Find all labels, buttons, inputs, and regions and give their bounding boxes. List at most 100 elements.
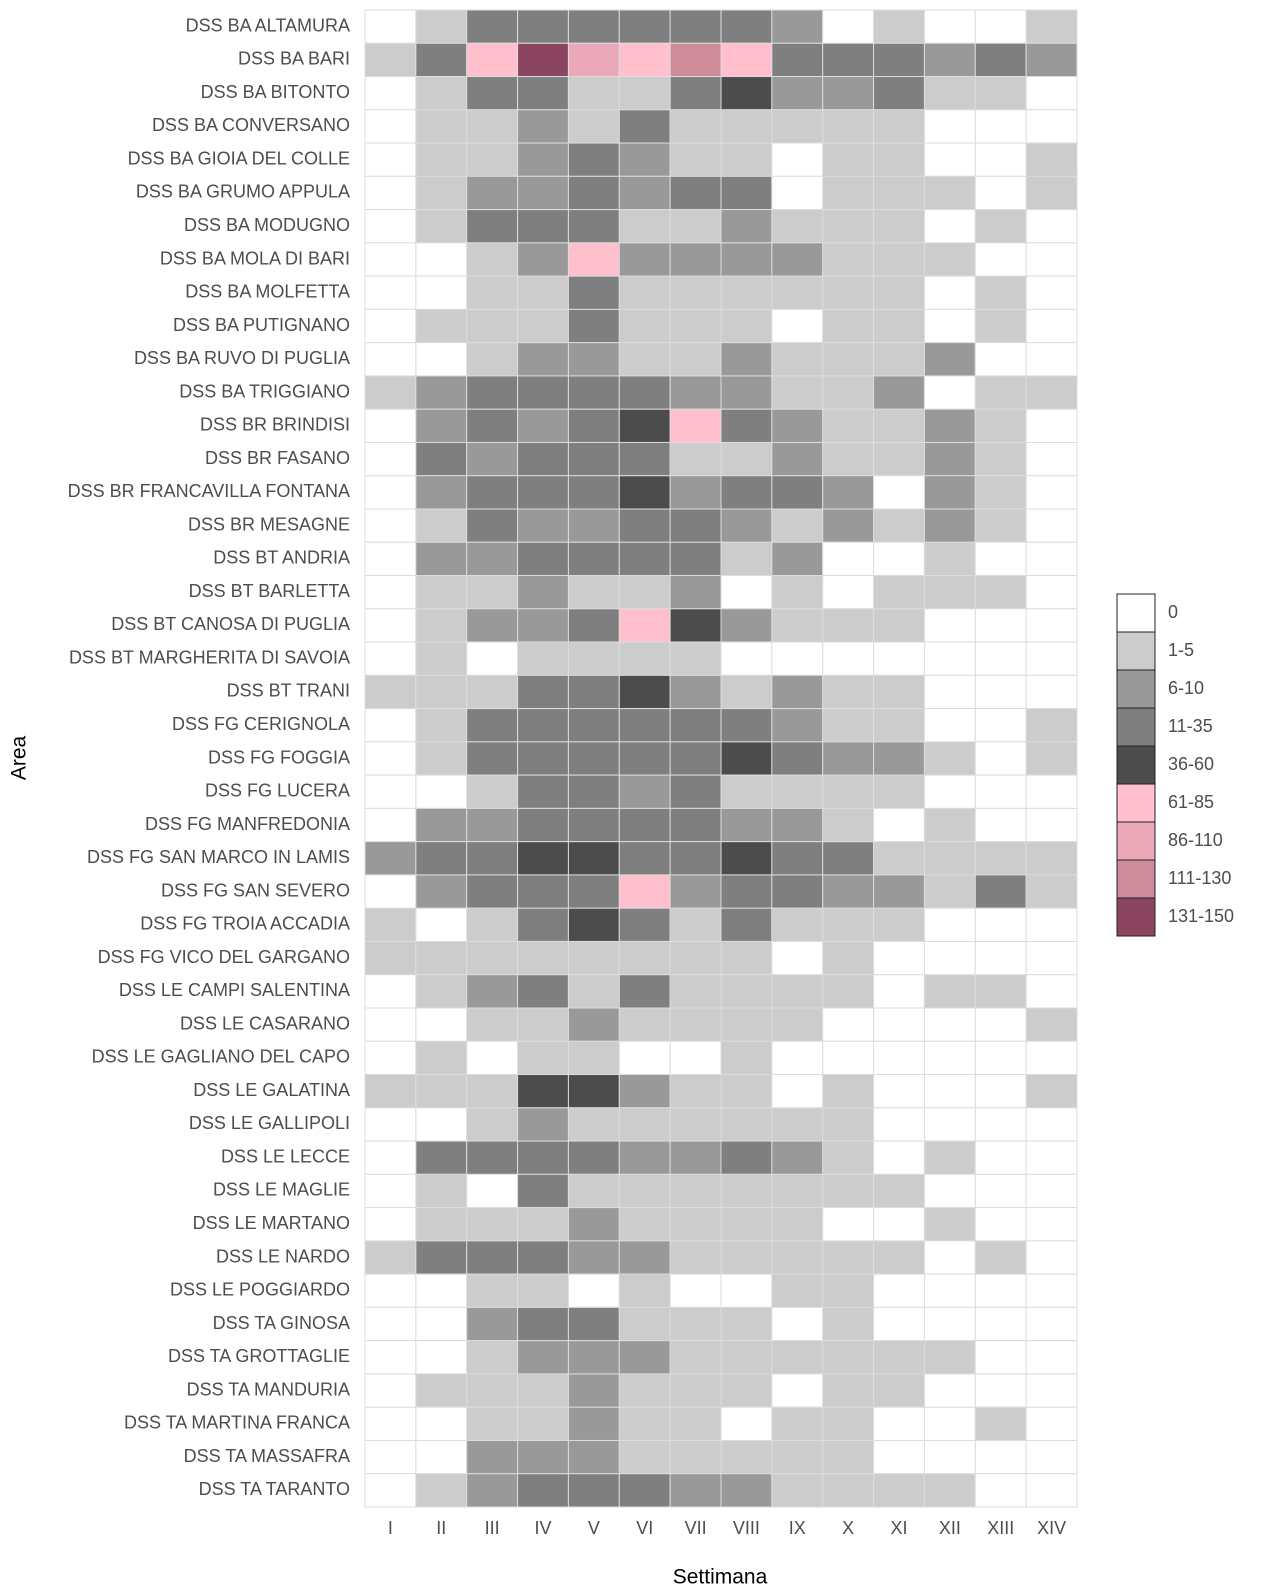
heatmap-cell xyxy=(923,1140,976,1175)
heatmap-cell xyxy=(974,1107,1027,1142)
heatmap-cell xyxy=(669,1340,722,1375)
heatmap-cell xyxy=(923,1306,976,1342)
heatmap-cell xyxy=(923,508,976,543)
heatmap-cell xyxy=(822,441,875,477)
heatmap-cell xyxy=(1025,1273,1078,1308)
heatmap-cell xyxy=(669,42,722,78)
heatmap-cell xyxy=(517,575,569,610)
heatmap-cell xyxy=(923,42,976,78)
heatmap-cell xyxy=(669,1439,722,1475)
heatmap-cell xyxy=(1025,1107,1078,1142)
y-tick-label: DSS BA MOLA DI BARI xyxy=(160,248,350,268)
heatmap-cell xyxy=(873,1107,925,1142)
heatmap-cell xyxy=(618,741,671,776)
x-tick-label: V xyxy=(588,1518,600,1538)
heatmap-cell xyxy=(974,907,1027,942)
y-tick-label: DSS BA TRIGGIANO xyxy=(179,381,350,401)
heatmap-cell xyxy=(669,142,722,177)
heatmap-cell xyxy=(466,275,519,310)
heatmap-cell xyxy=(1025,275,1078,310)
heatmap-cell xyxy=(517,541,569,577)
heatmap-cell xyxy=(618,1373,671,1408)
y-tick-label: DSS LE GALATINA xyxy=(193,1080,350,1100)
y-tick-label: DSS BA PUTIGNANO xyxy=(173,315,350,335)
heatmap-cell xyxy=(517,940,569,976)
heatmap-cell xyxy=(923,142,976,177)
heatmap-cell xyxy=(466,907,519,942)
heatmap-cell xyxy=(466,1273,519,1308)
heatmap-cell xyxy=(517,308,569,344)
heatmap-cell xyxy=(618,1140,671,1175)
heatmap-cell xyxy=(415,242,468,277)
heatmap-cell xyxy=(822,608,875,643)
heatmap-cell xyxy=(822,1306,875,1342)
heatmap-cell xyxy=(466,940,519,976)
heatmap-cell xyxy=(466,1207,519,1242)
heatmap-cell xyxy=(517,774,569,809)
heatmap-cell xyxy=(822,940,875,976)
heatmap-cell xyxy=(618,1173,671,1209)
heatmap-cell xyxy=(873,1207,925,1242)
heatmap-cell xyxy=(364,674,417,710)
heatmap-cell xyxy=(771,1173,824,1209)
heatmap-cell xyxy=(415,1373,468,1408)
heatmap-cell xyxy=(822,275,875,310)
heatmap-cell xyxy=(669,774,722,809)
heatmap-cell xyxy=(771,275,824,310)
heatmap-cell xyxy=(873,9,925,44)
y-tick-label: DSS BT ANDRIA xyxy=(213,548,350,568)
heatmap-cell xyxy=(974,275,1027,310)
heatmap-cell xyxy=(466,608,519,643)
heatmap-cell xyxy=(415,1473,468,1508)
heatmap-cell xyxy=(720,1240,773,1275)
heatmap-cell xyxy=(517,1207,569,1242)
heatmap-cell xyxy=(466,508,519,543)
heatmap-cell xyxy=(720,641,773,676)
heatmap-cell xyxy=(618,1406,671,1441)
heatmap-cell xyxy=(720,275,773,310)
heatmap-cell xyxy=(720,308,773,344)
heatmap-cell xyxy=(1025,774,1078,809)
heatmap-cell xyxy=(923,641,976,676)
legend-key xyxy=(1116,631,1156,671)
heatmap-cell xyxy=(771,575,824,610)
heatmap-cell xyxy=(364,1406,417,1441)
heatmap-cell xyxy=(1025,541,1078,577)
heatmap-cell xyxy=(720,508,773,543)
heatmap-cell xyxy=(567,1007,620,1042)
heatmap-cell xyxy=(720,841,773,876)
heatmap-cell xyxy=(364,1340,417,1375)
heatmap-cell xyxy=(1025,508,1078,543)
heatmap-cell xyxy=(364,907,417,942)
y-tick-label: DSS LE CASARANO xyxy=(180,1013,350,1033)
legend-label: 61-85 xyxy=(1168,792,1214,812)
heatmap-cell xyxy=(567,1207,620,1242)
heatmap-cell xyxy=(466,575,519,610)
y-tick-label: DSS FG LUCERA xyxy=(205,781,350,801)
heatmap-cell xyxy=(567,308,620,344)
heatmap-cell xyxy=(364,1173,417,1209)
heatmap-cell xyxy=(415,1340,468,1375)
heatmap-cell xyxy=(415,1240,468,1275)
heatmap-cell xyxy=(771,940,824,976)
heatmap-cell xyxy=(517,1340,569,1375)
heatmap-cell xyxy=(567,841,620,876)
heatmap-cell xyxy=(567,342,620,377)
heatmap-cell xyxy=(517,475,569,510)
heatmap-cell xyxy=(771,42,824,78)
heatmap-cell xyxy=(517,1473,569,1508)
heatmap-cell xyxy=(517,242,569,277)
heatmap-cell xyxy=(1025,874,1078,909)
heatmap-cell xyxy=(415,774,468,809)
heatmap-cell xyxy=(771,1473,824,1508)
heatmap-cell xyxy=(771,641,824,676)
heatmap-cell xyxy=(720,674,773,710)
heatmap-cell xyxy=(720,807,773,843)
heatmap-cell xyxy=(618,1074,671,1109)
heatmap-cell xyxy=(1025,441,1078,477)
heatmap-cell xyxy=(1025,9,1078,44)
heatmap-cell xyxy=(466,1007,519,1042)
heatmap-cell xyxy=(1025,641,1078,676)
heatmap-cell xyxy=(873,907,925,942)
